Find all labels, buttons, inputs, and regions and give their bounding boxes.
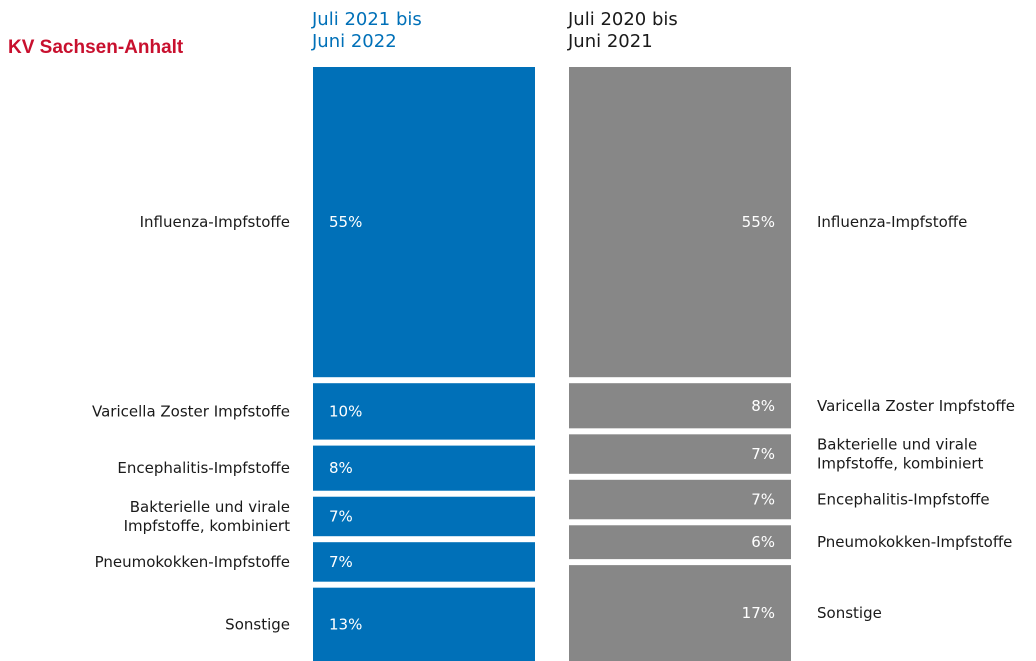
value-label-current-encephalitis-impfstoffe: 8% <box>329 459 353 477</box>
category-label-current-sonstige: Sonstige <box>225 615 290 633</box>
bar-segment-previous-bakterielle-und-virale-impfstoffe-kombiniert <box>569 434 791 474</box>
bar-segment-previous-encephalitis-impfstoffe <box>569 479 791 520</box>
column-header-current: Juli 2021 bis Juni 2022 <box>312 9 552 53</box>
bar-segment-previous-sonstige <box>569 565 791 661</box>
category-label-previous-sonstige: Sonstige <box>817 604 882 622</box>
chart-title: KV Sachsen-Anhalt <box>8 37 184 58</box>
category-label-current-bakterielle-und-virale-impfstoffe-kombiniert-line-2: Impfstoffe, kombiniert <box>124 517 291 535</box>
value-label-previous-varicella-zoster-impfstoffe: 8% <box>751 397 775 415</box>
value-label-previous-encephalitis-impfstoffe: 7% <box>751 491 775 509</box>
category-label-current-bakterielle-und-virale-impfstoffe-kombiniert-line-1: Bakterielle und virale <box>130 498 290 516</box>
bar-segment-current-varicella-zoster-impfstoffe <box>313 383 535 440</box>
column-header-previous-line-1: Juli 2020 bis <box>568 9 678 30</box>
value-label-current-sonstige: 13% <box>329 615 362 633</box>
value-label-current-varicella-zoster-impfstoffe: 10% <box>329 402 362 420</box>
value-label-current-bakterielle-und-virale-impfstoffe-kombiniert: 7% <box>329 507 353 525</box>
value-label-previous-influenza-impfstoffe: 55% <box>742 213 775 231</box>
column-header-current-line-2: Juni 2022 <box>312 31 397 52</box>
category-label-previous-encephalitis-impfstoffe: Encephalitis-Impfstoffe <box>817 491 990 509</box>
bar-segment-current-sonstige <box>313 587 535 661</box>
bar-segment-previous-varicella-zoster-impfstoffe <box>569 383 791 429</box>
value-label-current-influenza-impfstoffe: 55% <box>329 213 362 231</box>
bar-segment-current-encephalitis-impfstoffe <box>313 445 535 491</box>
bar-segment-current-pneumokokken-impfstoffe <box>313 542 535 582</box>
column-header-previous: Juli 2020 bis Juni 2021 <box>568 9 808 53</box>
bar-segment-previous-pneumokokken-impfstoffe <box>569 525 791 560</box>
value-label-previous-bakterielle-und-virale-impfstoffe-kombiniert: 7% <box>751 445 775 463</box>
column-previous: 55% Influenza-Impfstoffe 8% Varicella Zoste… <box>569 67 1015 661</box>
category-label-previous-influenza-impfstoffe: Influenza-Impfstoffe <box>817 213 967 231</box>
category-label-current-pneumokokken-impfstoffe: Pneumokokken-Impfstoffe <box>95 553 290 571</box>
category-label-previous-bakterielle-und-virale-impfstoffe-kombiniert-line-2: Impfstoffe, kombiniert <box>817 455 984 473</box>
value-label-current-pneumokokken-impfstoffe: 7% <box>329 553 353 571</box>
bar-segment-previous-influenza-impfstoffe <box>569 67 791 378</box>
category-label-current-encephalitis-impfstoffe: Encephalitis-Impfstoffe <box>117 459 290 477</box>
category-label-previous-bakterielle-und-virale-impfstoffe-kombiniert-line-1: Bakterielle und virale <box>817 436 977 454</box>
value-label-previous-pneumokokken-impfstoffe: 6% <box>751 533 775 551</box>
value-label-previous-sonstige: 17% <box>742 604 775 622</box>
column-header-current-line-1: Juli 2021 bis <box>312 9 422 30</box>
category-label-current-varicella-zoster-impfstoffe: Varicella Zoster Impfstoffe <box>92 402 290 420</box>
column-header-previous-line-2: Juni 2021 <box>568 31 653 52</box>
bar-segment-current-influenza-impfstoffe <box>313 67 535 378</box>
column-current: 55% Influenza-Impfstoffe 10% Varicella Zost… <box>92 67 535 661</box>
category-label-previous-pneumokokken-impfstoffe: Pneumokokken-Impfstoffe <box>817 533 1012 551</box>
category-label-current-influenza-impfstoffe: Influenza-Impfstoffe <box>140 213 290 231</box>
bar-segment-current-bakterielle-und-virale-impfstoffe-kombiniert <box>313 496 535 537</box>
category-label-previous-varicella-zoster-impfstoffe: Varicella Zoster Impfstoffe <box>817 397 1015 415</box>
